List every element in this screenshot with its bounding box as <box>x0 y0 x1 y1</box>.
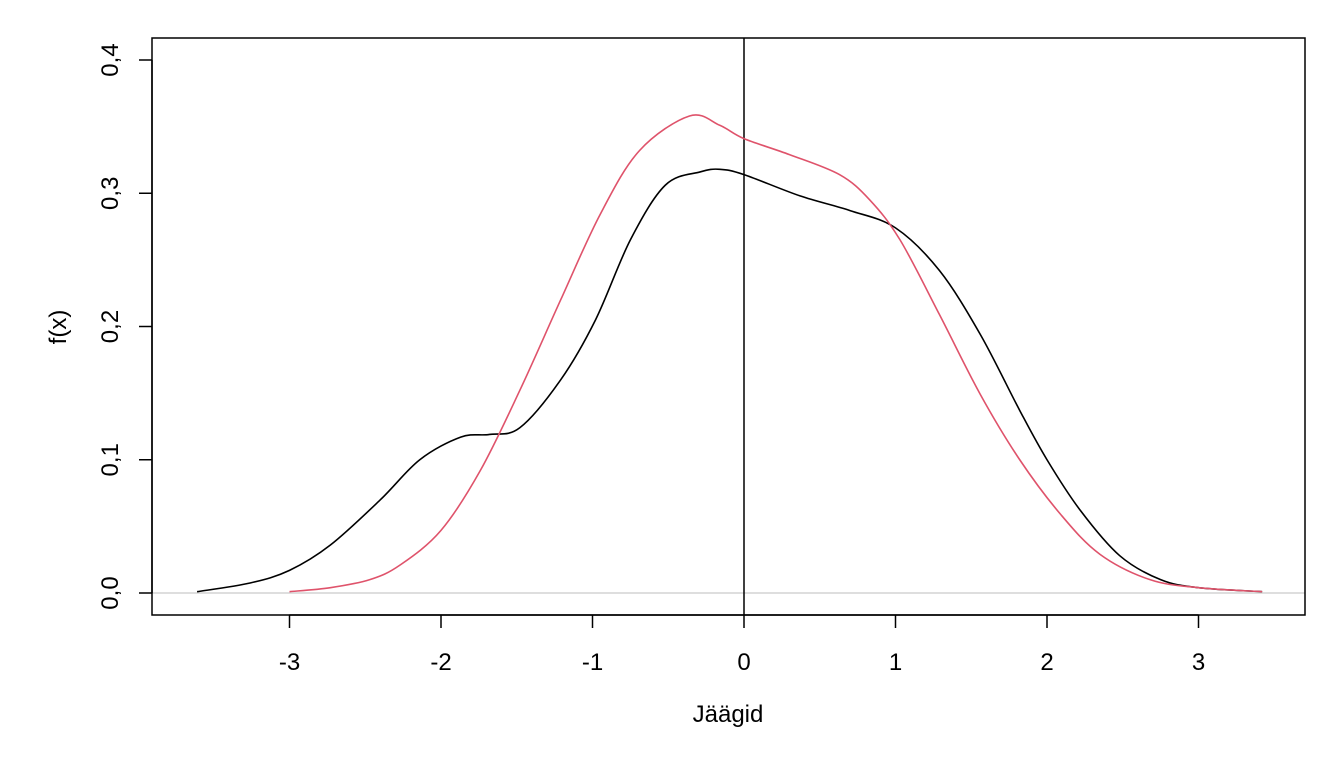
x-tick-label: -1 <box>582 649 603 676</box>
y-tick-label: 0,4 <box>97 43 124 76</box>
series-layer <box>196 114 1263 593</box>
x-tick-label: 1 <box>889 649 902 676</box>
y-tick-label: 0,0 <box>97 576 124 609</box>
x-tick-label: -2 <box>430 649 451 676</box>
density-red-line <box>289 114 1263 593</box>
y-tick-label: 0,2 <box>97 310 124 343</box>
density-black-line <box>196 168 1263 593</box>
x-tick-label: 2 <box>1040 649 1053 676</box>
y-tick-label: 0,3 <box>97 177 124 210</box>
plot-frame <box>151 37 1306 616</box>
x-tick-label: 3 <box>1192 649 1205 676</box>
y-tick-label: 0,1 <box>97 443 124 476</box>
x-tick-label: 0 <box>737 649 750 676</box>
x-axis-label: Jäägid <box>693 701 764 728</box>
y-axis: 0,0 0,1 0,2 0,3 0,4 <box>97 43 153 610</box>
x-tick-label: -3 <box>279 649 300 676</box>
y-axis-label: f(x) <box>45 310 72 345</box>
x-axis: -3 -2 -1 0 1 2 3 <box>279 614 1205 676</box>
